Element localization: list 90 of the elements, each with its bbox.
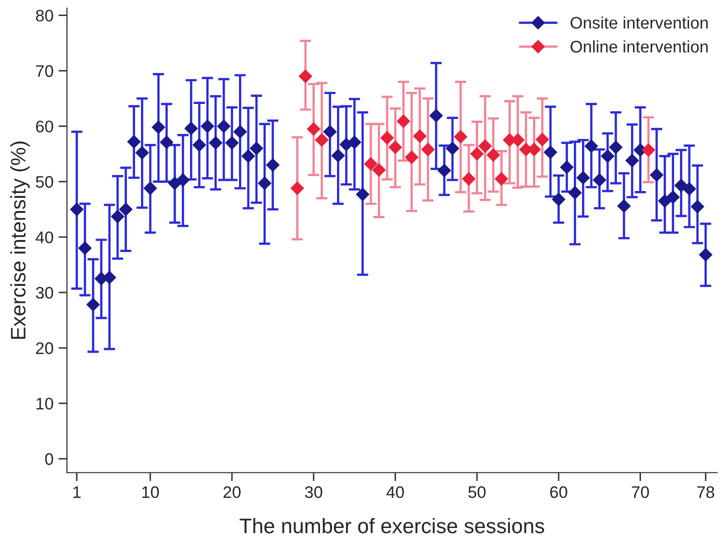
point: [568, 186, 582, 200]
point: [560, 160, 574, 174]
point: [601, 150, 614, 163]
point: [348, 136, 362, 149]
point: [119, 202, 132, 216]
point: [454, 130, 468, 144]
x-tick-label: 78: [697, 486, 714, 498]
point: [421, 142, 435, 156]
point: [576, 171, 590, 184]
point: [102, 270, 116, 284]
point: [658, 194, 672, 208]
point: [298, 70, 312, 83]
point: [592, 173, 606, 187]
y-axis-title: Exercise intensity (%): [10, 142, 30, 339]
y-tick-label: 30: [36, 286, 54, 299]
point: [152, 120, 166, 134]
point: [225, 136, 239, 150]
point: [364, 157, 378, 170]
point: [617, 199, 631, 213]
point: [307, 122, 320, 136]
point: [650, 168, 664, 182]
point: [234, 125, 247, 138]
point: [136, 146, 149, 160]
y-tick-label: 60: [36, 120, 54, 132]
point: [544, 146, 558, 159]
point: [160, 136, 174, 149]
point: [332, 148, 345, 162]
x-tick-label: 30: [304, 486, 322, 498]
x-tick-label: 10: [142, 486, 159, 498]
point: [642, 143, 656, 157]
point: [552, 192, 566, 206]
point: [217, 120, 230, 133]
y-tick-label: 50: [36, 176, 54, 188]
point: [127, 135, 141, 148]
point: [396, 114, 410, 128]
x-tick-label: 50: [468, 486, 486, 498]
point: [494, 172, 508, 186]
x-tick-label: 60: [550, 486, 568, 498]
legend-label: Onsite intervention: [570, 16, 708, 29]
point: [478, 140, 492, 153]
point: [200, 120, 214, 133]
point: [609, 140, 622, 154]
legend-label: Online intervention: [570, 40, 708, 53]
point: [388, 140, 402, 154]
point: [536, 132, 549, 146]
point: [380, 131, 394, 144]
point: [315, 133, 328, 147]
y-tick-label: 40: [36, 231, 54, 244]
point: [584, 140, 598, 153]
point: [372, 163, 386, 177]
point: [626, 154, 639, 168]
y-tick-label: 70: [36, 65, 54, 77]
point: [666, 190, 680, 204]
point: [438, 164, 451, 178]
x-tick-label: 40: [386, 486, 404, 498]
y-tick-label: 20: [36, 342, 54, 354]
x-tick-label: 20: [224, 486, 241, 498]
point: [486, 148, 500, 162]
point: [258, 176, 272, 190]
point: [356, 188, 370, 201]
y-tick-label: 80: [36, 10, 54, 22]
point: [413, 130, 426, 143]
point: [682, 182, 696, 196]
x-tick-label: 1: [73, 486, 81, 498]
point: [78, 242, 92, 255]
point: [250, 142, 264, 155]
point: [290, 182, 304, 195]
y-tick-label: 10: [36, 398, 54, 410]
point: [70, 202, 84, 216]
point: [184, 122, 198, 135]
point: [266, 158, 280, 172]
point: [430, 109, 443, 122]
point: [209, 136, 222, 150]
point: [405, 150, 418, 164]
x-axis-title: The number of exercise sessions: [240, 518, 544, 534]
point: [470, 147, 484, 160]
point: [192, 138, 206, 152]
point: [674, 178, 688, 192]
y-tick-label: 0: [45, 453, 54, 465]
point: [176, 173, 190, 187]
point: [144, 182, 157, 195]
point: [462, 172, 476, 186]
point: [242, 150, 255, 163]
point: [86, 298, 100, 312]
point: [111, 210, 124, 224]
x-tick-label: 70: [632, 486, 649, 498]
point: [446, 142, 460, 155]
point: [699, 248, 712, 262]
point: [323, 125, 337, 138]
point: [690, 200, 704, 214]
